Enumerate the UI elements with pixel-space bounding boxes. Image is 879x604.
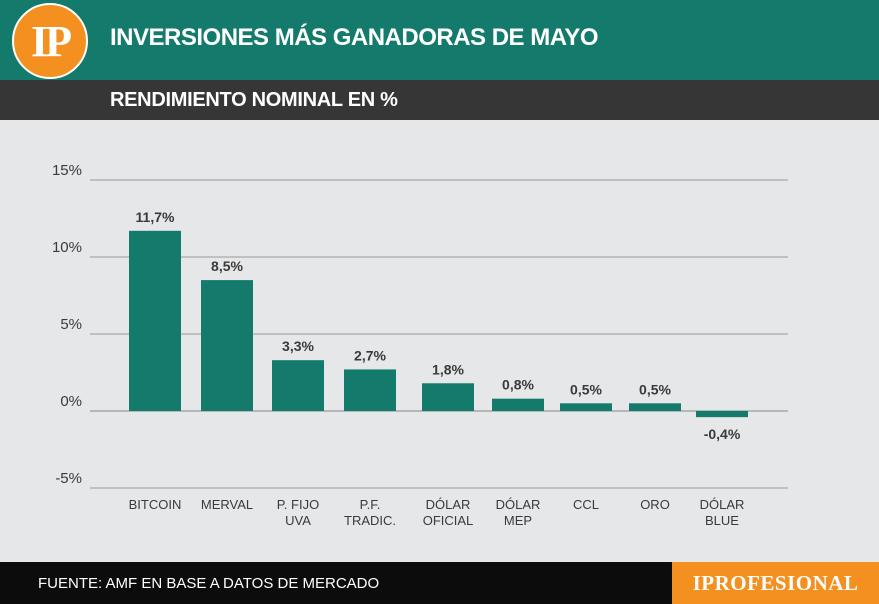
iprofesional-logo: IP bbox=[12, 3, 88, 79]
chart-area: -5% 0% 5% 10% 15% 11,7% BITCOIN 8,5% MERVAL 3,3% P… bbox=[0, 120, 879, 562]
x-tick-label: BLUE bbox=[705, 513, 739, 528]
x-tick-label: OFICIAL bbox=[423, 513, 474, 528]
x-tick-label: BITCOIN bbox=[129, 497, 182, 512]
data-label: 1,8% bbox=[432, 361, 464, 377]
bar bbox=[344, 369, 396, 411]
x-tick-label: TRADIC. bbox=[344, 513, 396, 528]
y-tick-label: 10% bbox=[52, 239, 82, 256]
brand-box: IPROFESIONAL bbox=[672, 562, 879, 604]
data-label: 0,5% bbox=[570, 381, 602, 397]
x-tick-label: DÓLAR bbox=[426, 497, 471, 512]
chart-title: INVERSIONES MÁS GANADORAS DE MAYO bbox=[110, 24, 599, 51]
bar-chart: -5% 0% 5% 10% 15% 11,7% BITCOIN 8,5% MERVAL 3,3% P… bbox=[52, 162, 788, 528]
x-tick-label: ORO bbox=[640, 497, 670, 512]
bar bbox=[129, 230, 181, 411]
data-label: 11,7% bbox=[136, 209, 175, 225]
brand-wordmark: IPROFESIONAL bbox=[692, 570, 859, 595]
data-label: -0,4% bbox=[704, 426, 741, 442]
x-tick-label: DÓLAR bbox=[700, 497, 745, 512]
x-tick-label: P. FIJO bbox=[277, 497, 319, 512]
logo-text: IP bbox=[31, 16, 72, 66]
data-label: 0,8% bbox=[502, 377, 534, 393]
x-tick-label: DÓLAR bbox=[496, 497, 541, 512]
data-label: 3,3% bbox=[282, 338, 314, 354]
y-tick-label: 0% bbox=[60, 393, 82, 410]
chart-subtitle: RENDIMIENTO NOMINAL EN % bbox=[110, 89, 398, 111]
x-tick-label: MEP bbox=[504, 513, 532, 528]
footer-bar: FUENTE: AMF EN BASE A DATOS DE MERCADO I… bbox=[0, 562, 879, 604]
x-tick-label: CCL bbox=[573, 497, 599, 512]
data-label: 0,5% bbox=[639, 381, 671, 397]
header-bar: IP INVERSIONES MÁS GANADORAS DE MAYO bbox=[0, 0, 879, 80]
bar bbox=[272, 360, 324, 411]
subheader-bar: RENDIMIENTO NOMINAL EN % bbox=[0, 80, 879, 120]
bar bbox=[422, 383, 474, 411]
x-tick-label: UVA bbox=[285, 513, 311, 528]
x-tick-label: P.F. bbox=[360, 497, 381, 512]
data-label: 8,5% bbox=[211, 258, 243, 274]
y-tick-label: 15% bbox=[52, 162, 82, 179]
bar bbox=[629, 403, 681, 411]
bar bbox=[560, 403, 612, 411]
bar bbox=[696, 411, 748, 418]
source-note: FUENTE: AMF EN BASE A DATOS DE MERCADO bbox=[38, 575, 380, 592]
y-tick-label: -5% bbox=[55, 470, 82, 487]
x-tick-label: MERVAL bbox=[201, 497, 253, 512]
data-label: 2,7% bbox=[354, 347, 386, 363]
bar bbox=[492, 398, 544, 411]
bar bbox=[201, 280, 253, 411]
y-tick-label: 5% bbox=[60, 316, 82, 333]
